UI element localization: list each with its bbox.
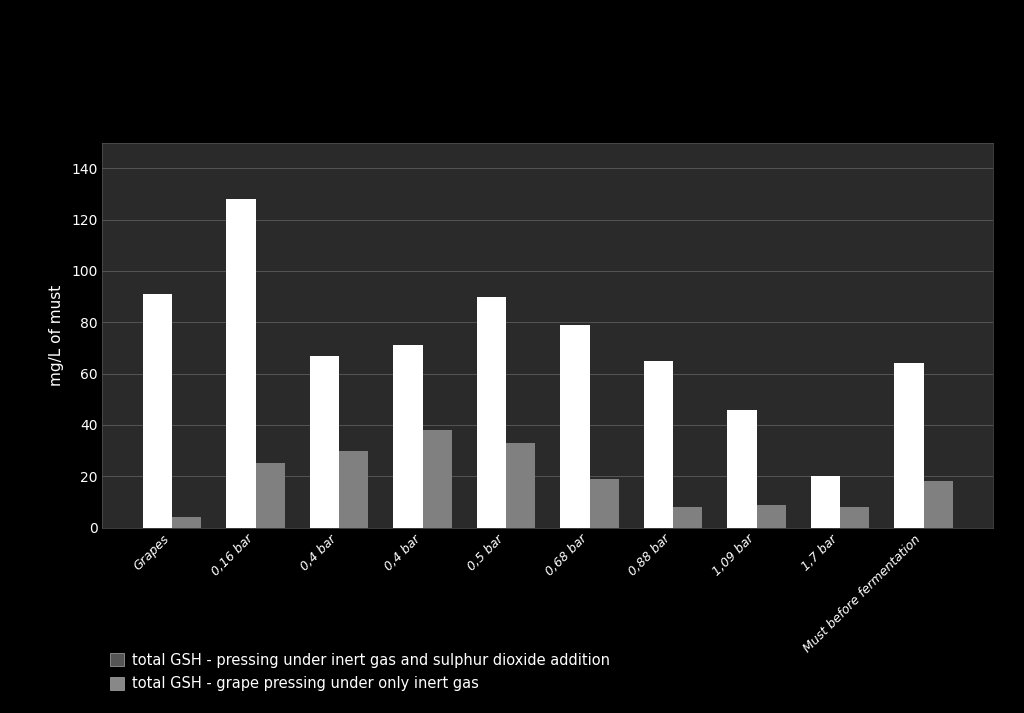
Bar <box>339 451 369 528</box>
Bar <box>256 463 285 528</box>
Bar <box>477 297 506 528</box>
Y-axis label: mg/L of must: mg/L of must <box>49 284 65 386</box>
Bar <box>423 430 452 528</box>
Bar <box>840 507 869 528</box>
Bar <box>506 443 536 528</box>
Bar <box>143 294 172 528</box>
Bar <box>226 199 256 528</box>
Bar <box>644 361 673 528</box>
Bar <box>393 345 423 528</box>
Bar <box>310 356 339 528</box>
Bar <box>727 409 757 528</box>
Bar <box>590 479 618 528</box>
Bar <box>894 364 924 528</box>
Bar <box>560 325 590 528</box>
Bar <box>924 481 952 528</box>
Bar <box>811 476 840 528</box>
Bar <box>673 507 702 528</box>
Legend: total GSH - pressing under inert gas and sulphur dioxide addition, total GSH - g: total GSH - pressing under inert gas and… <box>110 652 609 692</box>
Bar <box>172 518 202 528</box>
Bar <box>757 505 785 528</box>
